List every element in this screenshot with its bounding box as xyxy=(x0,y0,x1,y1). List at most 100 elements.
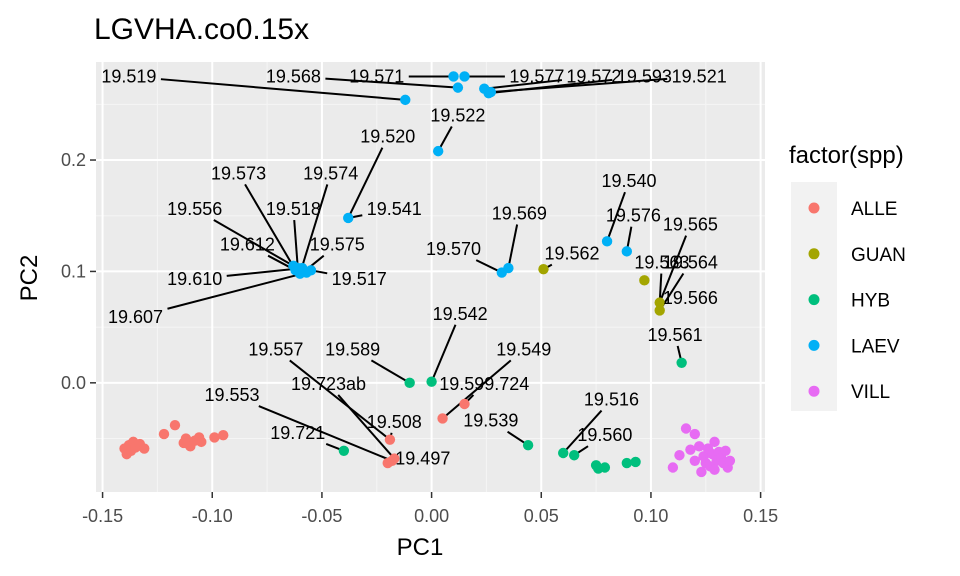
label-connector xyxy=(213,219,294,267)
y-tick-label: 0.0 xyxy=(61,373,86,393)
point-label: 19.607 xyxy=(108,307,163,327)
point-label: 19.577 xyxy=(509,66,564,86)
point-laev xyxy=(400,94,411,106)
point-alle xyxy=(218,429,229,441)
point-vill xyxy=(696,466,707,478)
legend-label-vill: VILL xyxy=(851,382,890,403)
point-alle xyxy=(459,398,470,410)
label-connector xyxy=(606,191,626,242)
point-label: 19.574 xyxy=(303,163,358,183)
x-axis-title: PC1 xyxy=(397,534,444,561)
point-label: 19.549 xyxy=(496,339,551,359)
x-tick-label: 0.10 xyxy=(633,506,668,526)
label-connector xyxy=(490,77,668,94)
point-laev xyxy=(452,82,464,93)
point-label: 19.517 xyxy=(332,269,387,289)
label-connector xyxy=(293,219,299,269)
point-laev xyxy=(448,71,459,82)
point-alle xyxy=(139,443,150,454)
point-vill xyxy=(709,436,720,448)
point-alle xyxy=(437,413,448,424)
point-label: 19.508 xyxy=(367,412,422,432)
point-hyb xyxy=(621,457,633,469)
x-tick-label: -0.05 xyxy=(301,506,342,526)
point-label: 19.497 xyxy=(395,449,450,469)
label-connector xyxy=(299,184,329,274)
point-hyb xyxy=(558,447,569,459)
point-hyb xyxy=(338,445,350,456)
legend-label-alle: ALLE xyxy=(851,199,897,220)
point-alle xyxy=(180,433,192,444)
point-label: 19.562 xyxy=(544,244,599,264)
point-label: 19.557 xyxy=(248,339,303,359)
label-connector xyxy=(258,405,393,462)
point-alle xyxy=(169,419,181,431)
point-laev xyxy=(292,262,303,274)
y-axis-title: PC2 xyxy=(16,255,43,302)
x-tick-label: 0.00 xyxy=(414,506,449,526)
point-label: 19.519 xyxy=(101,66,156,86)
point-label: 19.541 xyxy=(367,199,422,219)
point-vill xyxy=(693,441,705,452)
point-label: 19.572 xyxy=(566,66,621,86)
point-vill xyxy=(667,462,679,473)
point-alle xyxy=(196,436,207,448)
point-label: 19.566 xyxy=(663,288,718,308)
point-label: 19.542 xyxy=(433,304,488,324)
label-connector xyxy=(325,77,458,89)
point-label: 19.560 xyxy=(577,425,632,445)
point-vill xyxy=(720,445,731,456)
legend-label-laev: LAEV xyxy=(851,336,900,357)
point-label: 19.522 xyxy=(430,105,485,125)
point-laev xyxy=(485,86,497,98)
point-label: 19.599.724 xyxy=(439,374,529,394)
y-tick-label: 0.2 xyxy=(61,150,86,170)
label-connector xyxy=(562,409,603,454)
y-tick-label: 0.1 xyxy=(61,261,86,281)
point-laev xyxy=(459,71,470,82)
point-laev xyxy=(621,246,633,257)
point-label: 19.561 xyxy=(648,325,703,345)
legend-key-hyb xyxy=(808,294,820,306)
label-connector xyxy=(244,183,297,271)
point-label: 19.610 xyxy=(167,269,222,289)
point-hyb xyxy=(568,450,580,461)
point-label: 19.573 xyxy=(211,163,266,183)
point-label: 19.564 xyxy=(663,253,718,273)
legend: factor(spp) ALLE GUAN HYB LAEV VILL xyxy=(789,142,906,411)
y-axis-ticks: 0.0 0.1 0.2 xyxy=(61,150,96,393)
legend-items: ALLE GUAN HYB LAEV VILL xyxy=(808,199,906,403)
point-hyb xyxy=(630,456,641,468)
legend-key-vill xyxy=(808,385,820,397)
point-label: 19.556 xyxy=(167,199,222,219)
point-label: 19.520 xyxy=(360,127,415,147)
label-connector xyxy=(167,271,307,310)
point-alle xyxy=(209,432,220,443)
point-label: 19.723ab xyxy=(291,374,366,394)
point-laev xyxy=(496,267,507,278)
x-tick-label: 0.15 xyxy=(743,506,778,526)
label-connector xyxy=(441,359,512,420)
point-hyb xyxy=(426,376,437,387)
legend-title: factor(spp) xyxy=(789,142,904,169)
label-connector xyxy=(289,359,391,441)
point-vill xyxy=(709,464,720,475)
point-hyb xyxy=(676,357,687,368)
point-guan xyxy=(639,275,650,286)
point-vill xyxy=(689,428,701,440)
point-laev xyxy=(432,145,444,157)
point-label: 19.518 xyxy=(266,199,321,219)
point-laev xyxy=(305,265,317,276)
label-connector xyxy=(337,394,396,460)
plot-panel xyxy=(96,62,765,492)
point-label: 19.571 xyxy=(349,66,404,86)
point-laev xyxy=(343,212,354,224)
point-vill xyxy=(674,450,685,461)
label-connector xyxy=(347,147,384,219)
point-vill xyxy=(689,455,701,467)
point-vill xyxy=(724,455,736,467)
legend-key-guan xyxy=(808,248,820,260)
point-alle xyxy=(158,428,170,440)
point-label: 19.521 xyxy=(672,66,727,86)
